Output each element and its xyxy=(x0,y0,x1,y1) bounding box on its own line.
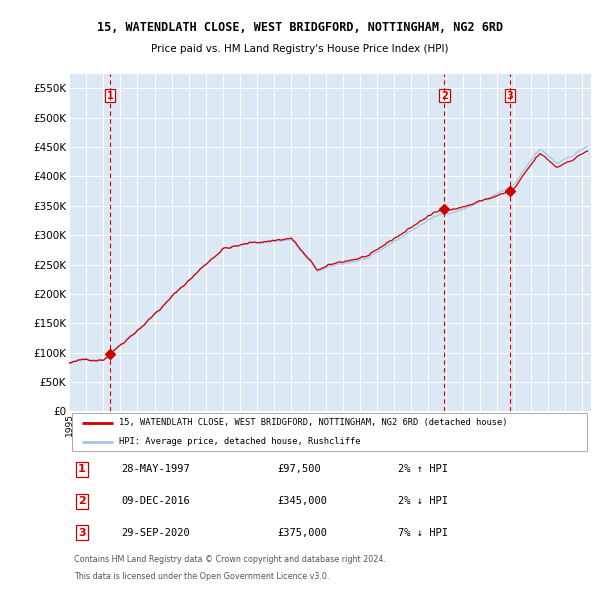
Text: £97,500: £97,500 xyxy=(278,464,322,474)
Text: 1: 1 xyxy=(107,91,113,101)
Text: 3: 3 xyxy=(506,91,513,101)
Text: £375,000: £375,000 xyxy=(278,528,328,538)
Text: This data is licensed under the Open Government Licence v3.0.: This data is licensed under the Open Gov… xyxy=(74,572,329,581)
Text: 2: 2 xyxy=(441,91,448,101)
Text: 1: 1 xyxy=(78,464,86,474)
Text: 29-SEP-2020: 29-SEP-2020 xyxy=(121,528,190,538)
FancyBboxPatch shape xyxy=(71,413,587,451)
Text: 2% ↓ HPI: 2% ↓ HPI xyxy=(398,496,448,506)
Text: Contains HM Land Registry data © Crown copyright and database right 2024.: Contains HM Land Registry data © Crown c… xyxy=(74,555,386,564)
Text: 15, WATENDLATH CLOSE, WEST BRIDGFORD, NOTTINGHAM, NG2 6RD: 15, WATENDLATH CLOSE, WEST BRIDGFORD, NO… xyxy=(97,21,503,34)
Text: £345,000: £345,000 xyxy=(278,496,328,506)
Text: 3: 3 xyxy=(78,528,86,538)
Text: 15, WATENDLATH CLOSE, WEST BRIDGFORD, NOTTINGHAM, NG2 6RD (detached house): 15, WATENDLATH CLOSE, WEST BRIDGFORD, NO… xyxy=(119,418,507,427)
Text: 2% ↑ HPI: 2% ↑ HPI xyxy=(398,464,448,474)
Text: Price paid vs. HM Land Registry's House Price Index (HPI): Price paid vs. HM Land Registry's House … xyxy=(151,44,449,54)
Text: 7% ↓ HPI: 7% ↓ HPI xyxy=(398,528,448,538)
Text: 09-DEC-2016: 09-DEC-2016 xyxy=(121,496,190,506)
Text: HPI: Average price, detached house, Rushcliffe: HPI: Average price, detached house, Rush… xyxy=(119,437,360,446)
Text: 2: 2 xyxy=(78,496,86,506)
Text: 28-MAY-1997: 28-MAY-1997 xyxy=(121,464,190,474)
